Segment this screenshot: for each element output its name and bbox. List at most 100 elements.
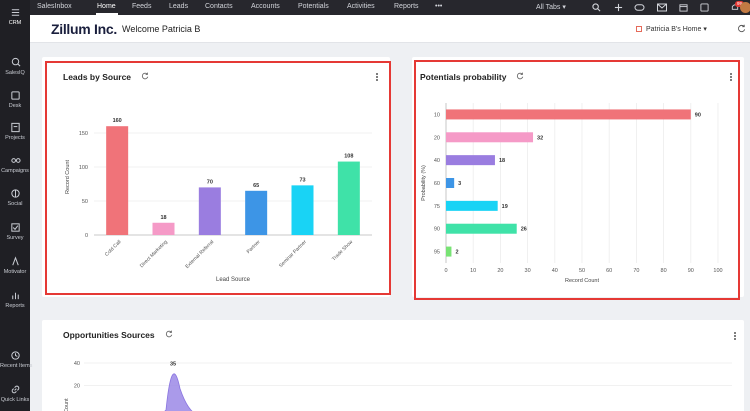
data-label: 32 bbox=[537, 135, 543, 141]
potentials-probability-card: Potentials probability 0 10 20 30 40 50 60 70 80… bbox=[412, 57, 744, 297]
nav-activities[interactable]: Activities bbox=[347, 3, 375, 10]
data-label: 90 bbox=[695, 112, 701, 118]
reports-icon bbox=[11, 292, 19, 300]
x-tick-label: Direct Marketing bbox=[139, 239, 169, 269]
sidebar-item-label: SalesIQ bbox=[5, 70, 25, 76]
data-label: 18 bbox=[499, 158, 505, 164]
nav-leads[interactable]: Leads bbox=[169, 3, 189, 10]
sidebar-item-label: Quick Links bbox=[0, 397, 30, 403]
page-header: Zillum Inc. Welcome Patricia B Patricia … bbox=[30, 15, 750, 43]
y-tick-label: 90 bbox=[434, 227, 440, 233]
bar-probability-95 bbox=[446, 246, 452, 257]
bar-probability-10 bbox=[446, 109, 691, 120]
nav-feeds[interactable]: Feeds bbox=[132, 3, 152, 10]
y-tick-label: 10 bbox=[434, 112, 440, 118]
sidebar-item-salesiq[interactable]: SalesIQ bbox=[0, 57, 30, 76]
x-tick-label: 60 bbox=[606, 268, 612, 274]
bar-probability-40 bbox=[446, 155, 495, 166]
home-selector-label: Patricia B's Home bbox=[646, 26, 702, 33]
nav-salesinbox[interactable]: SalesInbox bbox=[37, 3, 72, 10]
x-axis-label: Record Count bbox=[565, 278, 599, 284]
nav-contacts[interactable]: Contacts bbox=[205, 3, 233, 10]
data-label: 35 bbox=[170, 362, 176, 368]
sidebar-item-quick-links[interactable]: Quick Links bbox=[0, 384, 30, 403]
data-label: 65 bbox=[253, 183, 259, 189]
add-icon[interactable] bbox=[614, 3, 623, 12]
bar-external-referral bbox=[198, 187, 221, 235]
nav-more-button[interactable]: ••• bbox=[435, 3, 443, 10]
bar-seminar-partner bbox=[291, 185, 314, 235]
sidebar-item-label: Campaigns bbox=[1, 168, 29, 174]
x-tick-label: 90 bbox=[688, 268, 694, 274]
y-tick-label: 40 bbox=[434, 158, 440, 164]
welcome-message: Welcome Patricia B bbox=[122, 24, 201, 34]
refresh-dashboard-icon[interactable] bbox=[737, 24, 746, 33]
nav-home[interactable]: Home bbox=[97, 3, 116, 10]
gamepad-icon[interactable] bbox=[634, 3, 645, 12]
sidebar-item-label: Social bbox=[7, 201, 23, 207]
data-label: 18 bbox=[160, 215, 166, 221]
data-label: 19 bbox=[502, 204, 508, 210]
leads-by-source-card: Leads by Source 0 50 100 150 Record Count Lea… bbox=[42, 57, 390, 297]
home-selector-dropdown[interactable]: Patricia B's Home ▾ bbox=[636, 25, 707, 33]
card-more-menu[interactable] bbox=[732, 332, 738, 342]
survey-icon bbox=[10, 223, 20, 232]
x-tick-label: Cold Call bbox=[104, 239, 123, 258]
user-avatar[interactable] bbox=[740, 2, 750, 13]
y-tick-label: 0 bbox=[85, 233, 88, 239]
y-tick-label: 40 bbox=[74, 361, 80, 367]
sidebar-item-label: Desk bbox=[8, 103, 22, 109]
x-tick-label: 10 bbox=[470, 268, 476, 274]
sidebar-item-desk[interactable]: Desk bbox=[0, 90, 30, 109]
top-navigation: SalesInbox Home Feeds Leads Contacts Acc… bbox=[30, 0, 750, 15]
recent-items-icon bbox=[10, 351, 20, 360]
sidebar-item-motivator[interactable]: Motivator bbox=[0, 256, 30, 275]
card-more-menu[interactable] bbox=[374, 73, 380, 83]
all-tabs-dropdown[interactable]: All Tabs ▾ bbox=[536, 4, 566, 11]
social-icon bbox=[10, 189, 20, 198]
x-tick-label: 80 bbox=[661, 268, 667, 274]
bar-probability-20 bbox=[446, 132, 534, 143]
data-label: 108 bbox=[344, 154, 353, 160]
refresh-icon[interactable] bbox=[516, 72, 524, 80]
quick-links-icon bbox=[11, 385, 19, 394]
bar-probability-60 bbox=[446, 178, 455, 188]
marketplace-icon[interactable] bbox=[700, 3, 709, 12]
card-more-menu[interactable] bbox=[728, 73, 734, 83]
data-label: 70 bbox=[207, 179, 213, 185]
refresh-icon[interactable] bbox=[165, 330, 173, 338]
salesiq-icon bbox=[11, 57, 20, 67]
x-tick-label: 70 bbox=[633, 268, 639, 274]
active-tab-indicator bbox=[96, 13, 118, 15]
y-tick-label: 75 bbox=[434, 204, 440, 210]
bar-probability-90 bbox=[446, 223, 517, 234]
calendar-icon[interactable] bbox=[679, 3, 688, 12]
y-tick-label: 20 bbox=[434, 135, 440, 141]
bar-partner bbox=[245, 190, 268, 235]
mail-icon[interactable] bbox=[657, 3, 667, 12]
sidebar-item-recent-items[interactable]: Recent Items bbox=[0, 350, 33, 369]
sidebar-item-label: Recent Items bbox=[0, 363, 33, 369]
data-label: 3 bbox=[458, 181, 461, 187]
x-tick-label: Partner bbox=[246, 239, 262, 255]
sidebar-item-social[interactable]: Social bbox=[0, 188, 30, 207]
left-sidebar: CRM SalesIQ Desk Projects Campaigns Social Sur… bbox=[0, 0, 33, 411]
refresh-icon[interactable] bbox=[141, 72, 149, 80]
motivator-icon bbox=[11, 256, 19, 266]
x-tick-label: External Referral bbox=[184, 239, 215, 270]
bar-cold-call bbox=[106, 126, 129, 235]
projects-icon bbox=[10, 122, 20, 133]
sidebar-item-projects[interactable]: Projects bbox=[0, 122, 30, 141]
sidebar-item-campaigns[interactable]: Campaigns bbox=[0, 155, 30, 174]
sidebar-item-label: Reports bbox=[5, 303, 25, 309]
nav-reports[interactable]: Reports bbox=[394, 3, 419, 10]
nav-potentials[interactable]: Potentials bbox=[298, 3, 329, 10]
data-label: 160 bbox=[113, 118, 122, 124]
search-icon[interactable] bbox=[592, 3, 601, 12]
y-tick-label: 60 bbox=[434, 181, 440, 187]
sidebar-item-survey[interactable]: Survey bbox=[0, 222, 30, 241]
nav-accounts[interactable]: Accounts bbox=[251, 3, 280, 10]
sidebar-item-crm[interactable]: CRM bbox=[0, 7, 30, 26]
sidebar-item-reports[interactable]: Reports bbox=[0, 290, 30, 309]
y-tick-label: 50 bbox=[82, 199, 88, 205]
